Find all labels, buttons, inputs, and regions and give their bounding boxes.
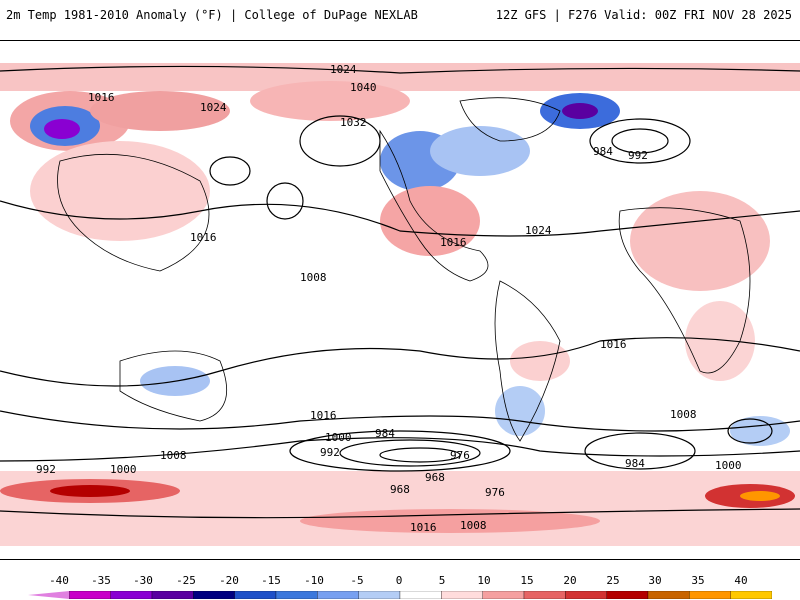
tick-label: -10 — [304, 574, 324, 587]
colorbar-swatch — [606, 591, 649, 599]
tick-label: -40 — [49, 574, 69, 587]
tick-label: 20 — [563, 574, 577, 587]
svg-text:1024: 1024 — [525, 224, 552, 237]
svg-text:1016: 1016 — [440, 236, 467, 249]
svg-text:1024: 1024 — [330, 63, 357, 76]
tick-label: -5 — [350, 574, 364, 587]
svg-text:976: 976 — [450, 449, 470, 462]
svg-text:1016: 1016 — [410, 521, 437, 534]
header-bar: 2m Temp 1981-2010 Anomaly (°F) | College… — [0, 0, 800, 40]
svg-text:976: 976 — [485, 486, 505, 499]
tick-label: -35 — [91, 574, 111, 587]
svg-text:1008: 1008 — [670, 408, 697, 421]
svg-text:1000: 1000 — [110, 463, 137, 476]
map-canvas: 1024 1016 1040 1032 1024 1016 1016 1008 … — [0, 63, 800, 546]
colorbar-swatch — [399, 591, 442, 599]
svg-text:1008: 1008 — [460, 519, 487, 532]
colorbar-swatch — [234, 591, 277, 599]
map-title: 2m Temp 1981-2010 Anomaly (°F) | College… — [6, 8, 418, 22]
svg-text:968: 968 — [425, 471, 445, 484]
colorbar-swatch — [730, 591, 772, 599]
svg-text:992: 992 — [628, 149, 648, 162]
colorbar-arrow-left — [28, 591, 70, 599]
tick-label: -25 — [176, 574, 196, 587]
tick-label: 10 — [477, 574, 491, 587]
colorbar-swatch — [441, 591, 483, 599]
svg-text:992: 992 — [320, 446, 340, 459]
model-run-info: 12Z GFS | F276 Valid: 00Z FRI NOV 28 202… — [495, 8, 792, 22]
svg-text:992: 992 — [36, 463, 56, 476]
svg-text:984: 984 — [593, 145, 613, 158]
colorbar-swatch — [275, 591, 318, 599]
svg-text:1016: 1016 — [88, 91, 115, 104]
svg-text:1008: 1008 — [300, 271, 327, 284]
svg-text:1016: 1016 — [310, 409, 337, 422]
colorbar — [28, 591, 772, 599]
weather-map: 1024 1016 1040 1032 1024 1016 1016 1008 … — [0, 40, 800, 560]
tick-label: 0 — [395, 574, 403, 587]
svg-text:1000: 1000 — [325, 431, 352, 444]
colorbar-swatch — [565, 591, 607, 599]
colorbar-swatch — [69, 591, 111, 599]
tick-label: 30 — [648, 574, 662, 587]
tick-label: 15 — [520, 574, 534, 587]
colorbar-swatch — [482, 591, 525, 599]
colorbar-swatch — [110, 591, 153, 599]
svg-text:1024: 1024 — [200, 101, 227, 114]
tick-label: -20 — [219, 574, 239, 587]
isobar-labels: 1024 1016 1040 1032 1024 1016 1016 1008 … — [36, 63, 742, 534]
colorbar-swatch — [193, 591, 235, 599]
svg-text:1016: 1016 — [600, 338, 627, 351]
svg-text:1000: 1000 — [715, 459, 742, 472]
svg-text:1040: 1040 — [350, 81, 377, 94]
colorbar-swatch — [689, 591, 731, 599]
svg-text:984: 984 — [625, 457, 645, 470]
svg-text:1016: 1016 — [190, 231, 217, 244]
colorbar-swatch — [151, 591, 194, 599]
colorbar-swatch — [647, 591, 690, 599]
svg-text:984: 984 — [375, 427, 395, 440]
tick-label: 25 — [606, 574, 620, 587]
coastlines — [57, 97, 751, 442]
tick-label: -30 — [133, 574, 153, 587]
colorbar-swatch — [358, 591, 401, 599]
svg-text:968: 968 — [390, 483, 410, 496]
tick-label: 40 — [734, 574, 748, 587]
tick-label: 35 — [691, 574, 705, 587]
svg-text:1008: 1008 — [160, 449, 187, 462]
tick-label: 5 — [438, 574, 446, 587]
isobar-contours — [0, 65, 800, 519]
colorbar-swatch — [317, 591, 359, 599]
colorbar-swatch — [523, 591, 566, 599]
tick-label: -15 — [261, 574, 281, 587]
svg-text:1032: 1032 — [340, 116, 367, 129]
